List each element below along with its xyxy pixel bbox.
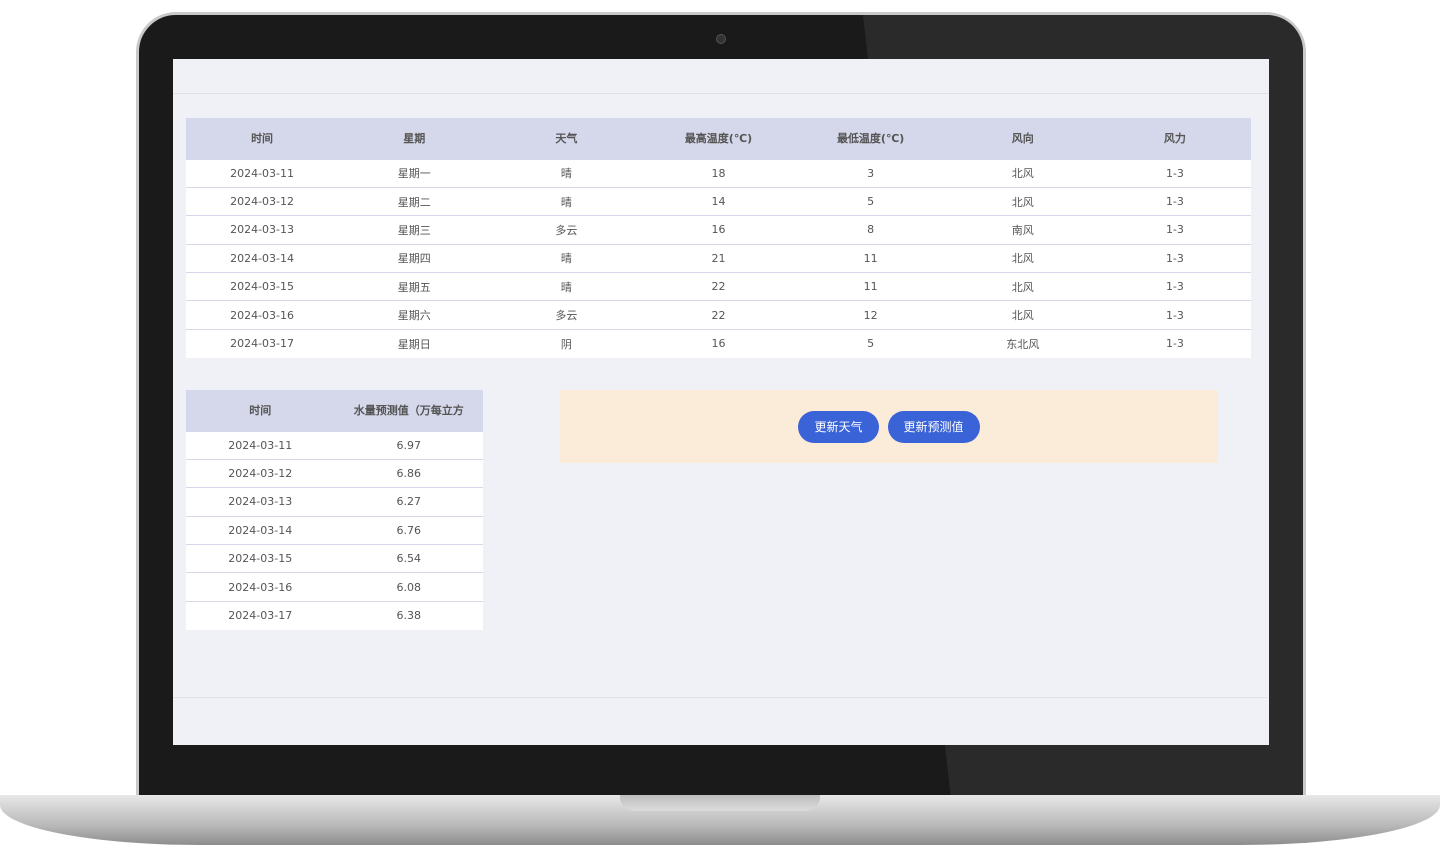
column-header: 天气	[490, 118, 643, 159]
table-row: 2024-03-12 星期二晴 14 5 北风 1-3	[186, 186, 1251, 216]
table-row: 2024-03-16 星期六 多云 22 12 北风 1-3	[186, 300, 1251, 330]
table-cell: 8	[794, 215, 947, 245]
column-header: 水量预测值（万每立方	[334, 390, 483, 431]
table-cell: 6.27	[334, 487, 483, 517]
table-cell: 6.08	[334, 572, 483, 602]
table-cell: 1-3	[1098, 272, 1251, 301]
table-cell: 星期日	[338, 328, 491, 358]
table-cell: 2024-03-12	[186, 458, 335, 488]
table-cell: 5	[794, 328, 947, 358]
table-cell: 3	[794, 158, 947, 188]
table-cell: 6.38	[334, 600, 483, 630]
table-cell: 6.97	[334, 430, 483, 460]
table-cell: 16	[642, 215, 795, 245]
table-cell: 北风	[946, 186, 1099, 216]
screen: 时间 星期 天气 最高温度(℃) 最低温度(℃) 风向 风力 2024-03-11 星期一晴 18…	[173, 59, 1269, 745]
table-row: 2024-03-13 6.27	[186, 487, 483, 517]
table-row: 2024-03-14 6.76	[186, 515, 483, 545]
table-row: 2024-03-13 星期三 多云 16 8 南风 1-3	[186, 215, 1251, 245]
table-cell: 1-3	[1098, 328, 1251, 358]
table-cell: 星期一	[338, 158, 491, 188]
table-cell: 北风	[946, 243, 1099, 273]
table-row: 2024-03-15 星期五晴 22 11 北风 1-3	[186, 272, 1251, 301]
table-row: 2024-03-12 6.86	[186, 458, 483, 488]
table-cell: 1-3	[1098, 186, 1251, 216]
table-cell: 2024-03-17	[186, 600, 335, 630]
table-cell: 2024-03-16	[186, 572, 335, 602]
forecast-table: 时间 水量预测值（万每立方 2024-03-11 6.97 2024-03-12 6.86…	[186, 390, 483, 630]
update-weather-button[interactable]: 更新天气	[798, 410, 879, 443]
column-header: 风向	[946, 118, 1099, 159]
table-cell: 11	[794, 243, 947, 273]
column-header: 星期	[338, 118, 491, 159]
table-cell: 22	[642, 300, 795, 330]
table-row: 2024-03-15 6.54	[186, 544, 483, 573]
divider	[173, 697, 1267, 698]
table-cell: 1-3	[1098, 243, 1251, 273]
column-header: 时间	[186, 390, 335, 431]
table-cell: 2024-03-15	[186, 544, 335, 573]
table-cell: 14	[642, 186, 795, 216]
table-cell: 2024-03-14	[186, 243, 339, 273]
column-header: 时间	[186, 118, 339, 159]
table-cell: 晴	[490, 272, 643, 301]
table-cell: 北风	[946, 272, 1099, 301]
table-cell: 6.86	[334, 458, 483, 488]
table-row: 2024-03-11 星期一晴 18 3 北风 1-3	[186, 158, 1251, 188]
table-cell: 星期二	[338, 186, 491, 216]
top-bar	[173, 59, 1269, 94]
table-cell: 2024-03-15	[186, 272, 339, 301]
table-cell: 多云	[490, 215, 643, 245]
table-cell: 12	[794, 300, 947, 330]
table-cell: 多云	[490, 300, 643, 330]
table-cell: 1-3	[1098, 215, 1251, 245]
table-cell: 东北风	[946, 328, 1099, 358]
table-row: 2024-03-14 星期四晴 21 11 北风 1-3	[186, 243, 1251, 273]
table-cell: 晴	[490, 158, 643, 188]
table-cell: 星期四	[338, 243, 491, 273]
table-cell: 2024-03-11	[186, 430, 335, 460]
table-cell: 1-3	[1098, 158, 1251, 188]
action-panel: 更新天气 更新预测值	[560, 390, 1218, 463]
table-cell: 5	[794, 186, 947, 216]
table-cell: 星期三	[338, 215, 491, 245]
table-cell: 22	[642, 272, 795, 301]
table-cell: 星期五	[338, 272, 491, 301]
update-forecast-button[interactable]: 更新预测值	[887, 410, 980, 443]
table-cell: 晴	[490, 243, 643, 273]
table-row: 2024-03-17 星期日阴 16 5 东北风 1-3	[186, 328, 1251, 358]
column-header: 风力	[1098, 118, 1251, 159]
table-cell: 1-3	[1098, 300, 1251, 330]
table-row: 2024-03-16 6.08	[186, 572, 483, 602]
table-cell: 北风	[946, 300, 1099, 330]
table-cell: 11	[794, 272, 947, 301]
table-cell: 南风	[946, 215, 1099, 245]
laptop-notch	[620, 795, 820, 811]
table-cell: 2024-03-13	[186, 215, 339, 245]
table-cell: 2024-03-12	[186, 186, 339, 216]
table-cell: 21	[642, 243, 795, 273]
table-cell: 2024-03-17	[186, 328, 339, 358]
table-cell: 晴	[490, 186, 643, 216]
table-cell: 2024-03-11	[186, 158, 339, 188]
weather-table: 时间 星期 天气 最高温度(℃) 最低温度(℃) 风向 风力 2024-03-11 星期一晴 18…	[186, 118, 1251, 358]
table-cell: 2024-03-13	[186, 487, 335, 517]
table-cell: 2024-03-16	[186, 300, 339, 330]
table-row: 2024-03-17 6.38	[186, 600, 483, 630]
table-cell: 星期六	[338, 300, 491, 330]
table-row: 2024-03-11 6.97	[186, 430, 483, 460]
table-cell: 16	[642, 328, 795, 358]
table-cell: 2024-03-14	[186, 515, 335, 545]
table-cell: 北风	[946, 158, 1099, 188]
column-header: 最低温度(℃)	[794, 118, 947, 159]
table-cell: 6.54	[334, 544, 483, 573]
column-header: 最高温度(℃)	[642, 118, 795, 159]
table-cell: 6.76	[334, 515, 483, 545]
table-cell: 18	[642, 158, 795, 188]
table-cell: 阴	[490, 328, 643, 358]
webcam	[716, 34, 726, 44]
